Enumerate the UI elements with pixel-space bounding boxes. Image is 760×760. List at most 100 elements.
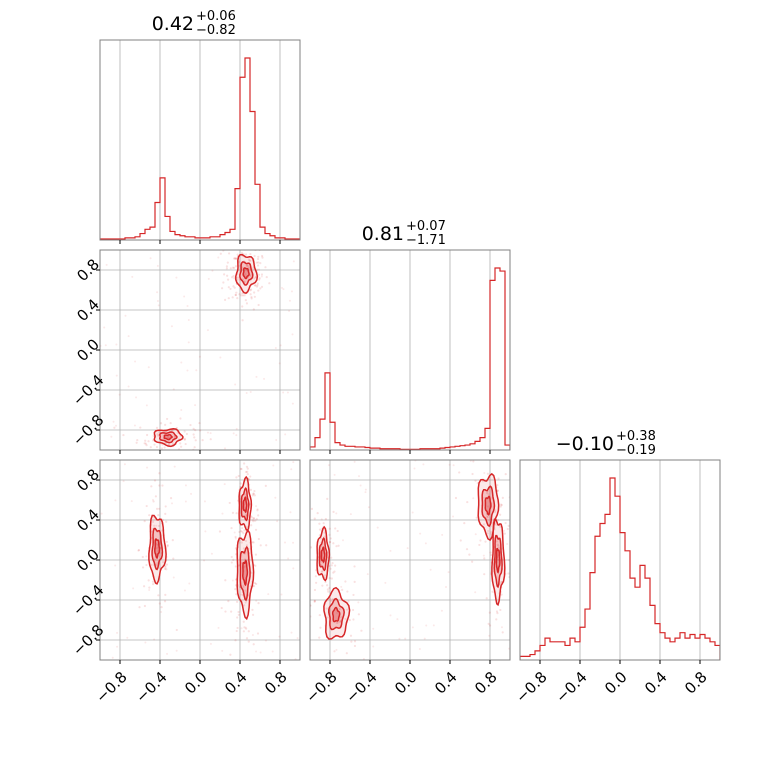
sample-point [207,277,210,280]
sample-point [483,573,486,576]
contour-level [239,261,254,286]
sample-point [171,502,174,505]
sample-point [320,570,323,573]
sample-point [235,291,238,294]
sample-point [155,547,158,550]
sample-point [153,479,157,482]
sample-point [165,563,169,566]
sample-point [482,523,486,526]
sample-point [472,497,475,500]
sample-point [335,512,338,515]
contour-level [318,536,328,572]
sample-point [256,284,259,287]
sample-point [134,360,137,363]
sample-point [324,517,327,521]
sample-point [486,505,490,508]
sample-point [245,391,248,394]
sample-point [503,529,506,532]
sample-point [234,383,237,386]
sample-point [384,581,387,584]
sample-point [130,500,133,503]
sample-point [193,446,196,449]
sample-point [141,555,144,559]
sample-point [247,630,250,633]
sample-point [166,544,169,547]
sample-point [501,631,504,634]
sample-point [161,561,165,564]
x-tick-label: 0.8 [681,668,711,698]
sample-point [253,254,256,258]
sample-point [507,524,510,527]
sample-point [350,640,353,643]
plot-content [100,245,295,455]
sample-point [236,276,239,279]
sample-point [257,273,261,276]
sample-point [490,531,493,534]
sample-point [153,638,156,641]
sample-point [396,618,399,621]
sample-point [328,586,331,590]
sample-point [255,518,258,521]
sample-point [389,549,392,552]
sample-point [224,579,227,582]
sample-point [242,584,245,587]
sample-point [232,285,235,288]
sample-point [255,268,259,271]
sample-point [251,634,254,637]
sample-point [164,423,167,426]
sample-point [254,519,257,522]
sample-point [252,492,255,495]
sample-point [219,252,222,255]
sample-point [253,581,257,585]
sample-point [204,530,207,533]
sample-point [249,252,252,256]
sample-point [114,499,117,502]
sample-point [475,516,478,519]
sample-point [272,464,275,467]
sample-point [122,480,125,483]
sample-point [367,506,370,509]
sample-point [186,305,189,308]
sample-point [499,513,502,516]
sample-point [156,264,159,267]
sample-point [497,477,500,480]
sample-point [230,561,233,564]
sample-point [155,445,159,449]
sample-point [264,484,267,488]
title-minus: −0.82 [196,23,236,38]
sample-point [265,275,268,279]
sample-point [254,528,258,531]
sample-point [232,245,234,247]
sample-point [260,254,264,258]
sample-point [376,526,379,529]
title-minus: −0.19 [616,443,656,458]
sample-point [184,442,187,446]
sample-point [286,391,289,394]
sample-point [500,626,503,629]
sample-point [494,511,497,514]
sample-point [352,593,355,597]
sample-point [251,541,254,544]
sample-point [488,634,491,637]
x-tick-label: −0.4 [342,668,380,706]
sample-point [474,591,477,594]
sample-point [144,442,147,445]
sample-point [144,439,147,442]
sample-point [233,257,237,260]
sample-point [242,532,245,535]
sample-point [337,544,340,547]
sample-point [231,579,234,582]
pair-panel-1-0 [96,245,301,455]
sample-point [358,475,361,478]
sample-point [224,447,227,450]
sample-point [256,257,260,261]
sample-point [424,542,427,545]
sample-point [357,601,360,604]
sample-point [372,645,375,648]
sample-point [158,453,160,455]
sample-point [448,463,451,466]
sample-point [221,512,224,515]
contour-level [154,538,161,560]
sample-point [243,626,246,629]
sample-point [292,260,295,263]
